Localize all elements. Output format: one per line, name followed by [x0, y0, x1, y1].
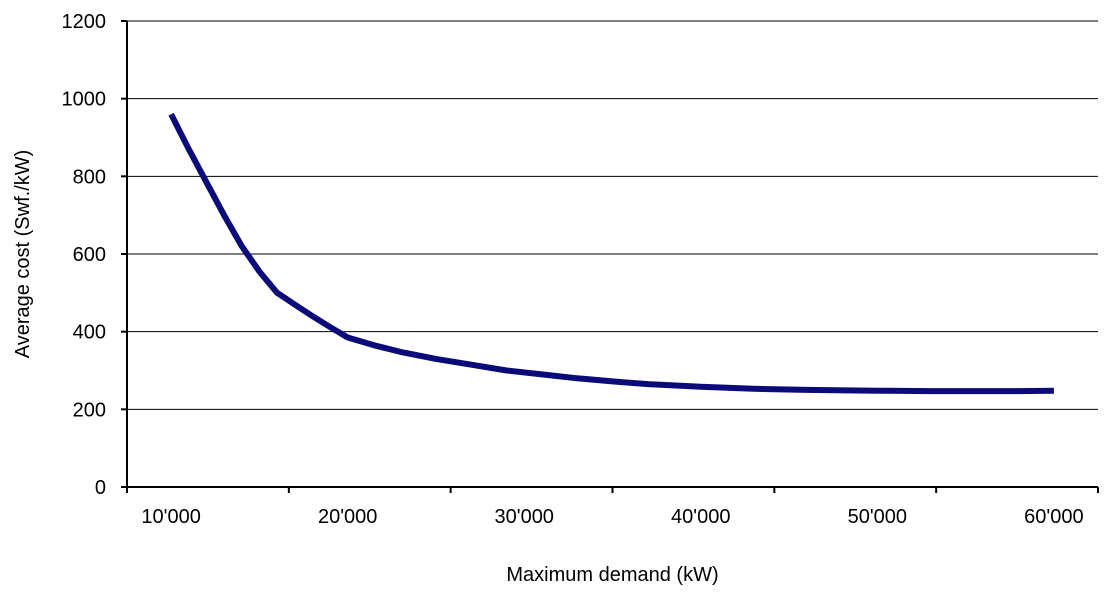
y-tick-label: 200	[73, 399, 106, 421]
series-layer	[168, 112, 1054, 395]
y-tick-label: 1200	[62, 11, 107, 33]
x-tick-label: 20'000	[318, 506, 377, 528]
x-tick-label: 50'000	[848, 506, 907, 528]
x-tick-label: 40'000	[671, 506, 730, 528]
x-tick-label: 10'000	[141, 506, 200, 528]
y-tick-label: 1000	[62, 89, 107, 111]
x-tick-label: 30'000	[495, 506, 554, 528]
x-axis-title: Maximum demand (kW)	[506, 564, 718, 586]
gridlines	[127, 20, 1098, 410]
y-axis-title: Average cost (Swf./kW)	[12, 150, 34, 359]
y-tick-label: 400	[73, 322, 106, 344]
x-axis-ticks: 10'000 20'000 30'000 40'000 50'000 60'000	[126, 487, 1099, 528]
y-axis-ticks: 0 200 400 600 800 1000 1200	[62, 11, 127, 499]
y-tick-label: 0	[95, 477, 106, 499]
y-tick-label: 600	[73, 244, 106, 266]
series-line	[168, 112, 1054, 395]
y-tick-label: 800	[73, 166, 106, 188]
x-tick-label: 60'000	[1024, 506, 1083, 528]
